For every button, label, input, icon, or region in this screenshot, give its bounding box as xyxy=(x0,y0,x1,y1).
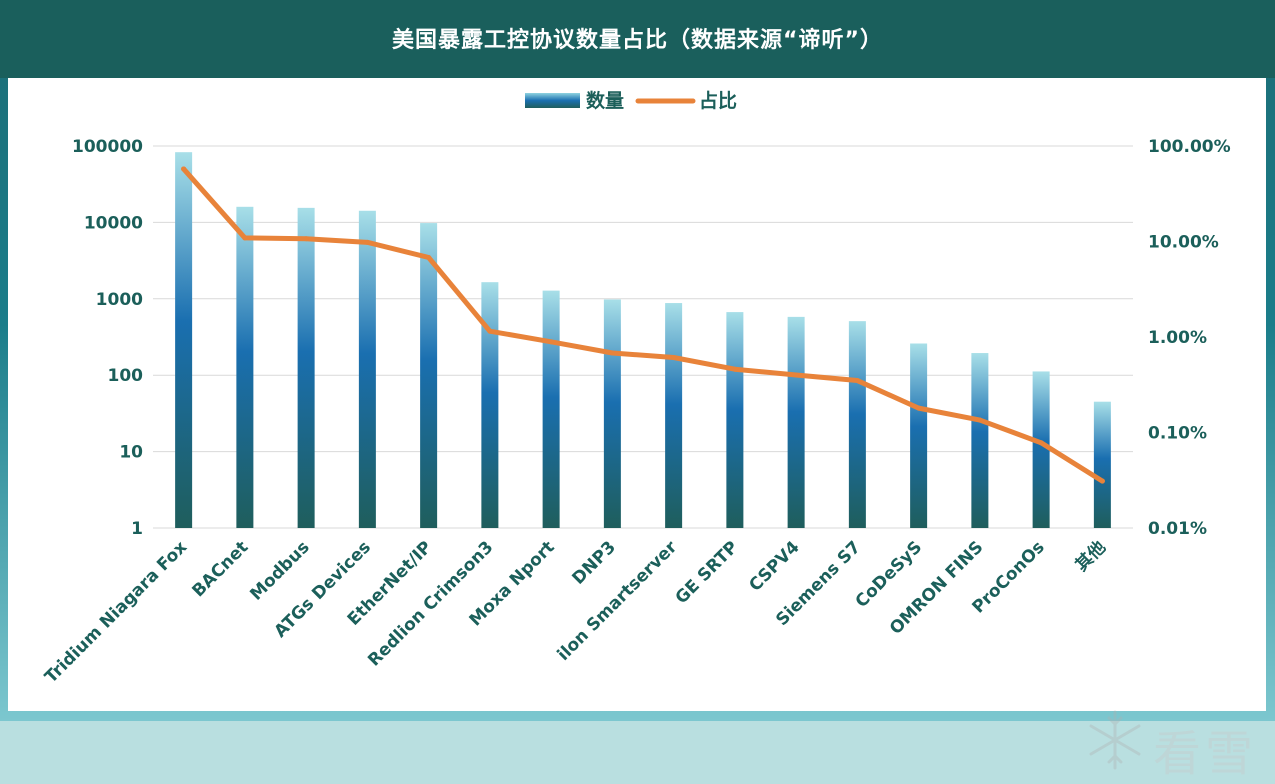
bar xyxy=(358,210,376,528)
bar xyxy=(236,206,254,528)
left-tick-label: 10 xyxy=(119,443,143,463)
bar xyxy=(665,303,683,528)
category-label: GE SRTP xyxy=(672,537,743,608)
axis-layer: 1 10 100 1000 10000 100000 0.01% 0.10% 1.00% 10.0… xyxy=(41,137,1231,687)
right-tick-label: 10.00% xyxy=(1148,233,1219,253)
ratio-point xyxy=(793,372,799,378)
bar xyxy=(971,353,989,528)
bar xyxy=(175,152,193,528)
ratio-point xyxy=(364,239,370,245)
ratio-point xyxy=(548,339,554,345)
bar xyxy=(726,312,744,528)
ratio-line xyxy=(181,166,1105,484)
ratio-point xyxy=(1038,440,1044,446)
category-label: BACnet xyxy=(189,537,253,601)
category-label: 其他 xyxy=(1071,537,1110,576)
chart-svg: 1 10 100 1000 10000 100000 0.01% 0.10% 1.00% 10.0… xyxy=(41,89,1231,687)
right-tick-label: 1.00% xyxy=(1148,328,1207,348)
legend: 数量 占比 xyxy=(525,89,737,112)
ratio-point xyxy=(303,236,309,242)
ratio-point xyxy=(854,378,860,384)
bar xyxy=(603,299,621,528)
line-layer xyxy=(181,166,1105,484)
ratio-point xyxy=(732,366,738,372)
left-tick-label: 100 xyxy=(108,366,144,386)
watermark-text: 看雪 xyxy=(1153,726,1258,782)
category-label: Tridium Niagara Fox xyxy=(41,537,191,687)
legend-label-ratio: 占比 xyxy=(699,89,737,112)
ratio-point xyxy=(671,355,677,361)
left-tick-label: 1 xyxy=(131,519,143,539)
left-tick-label: 10000 xyxy=(84,213,143,233)
right-tick-label: 100.00% xyxy=(1148,137,1231,157)
bar xyxy=(1032,371,1050,528)
chart-panel: 1 10 100 1000 10000 100000 0.01% 0.10% 1.00% 10.0… xyxy=(8,78,1266,782)
category-label: ilon Smartserver xyxy=(554,537,682,665)
legend-label-count: 数量 xyxy=(586,89,624,112)
ratio-point xyxy=(242,235,248,241)
ratio-point xyxy=(609,350,615,356)
ratio-point xyxy=(487,328,493,334)
ratio-point xyxy=(1099,478,1105,484)
left-tick-label: 100000 xyxy=(72,137,143,157)
left-tick-label: 1000 xyxy=(96,290,143,310)
chart-title: 美国暴露工控协议数量占比（数据来源“谛听”） xyxy=(392,28,883,53)
ratio-point xyxy=(916,405,922,411)
title-bar: 美国暴露工控协议数量占比（数据来源“谛听”） xyxy=(0,0,1275,78)
category-label: DNP3 xyxy=(569,537,620,588)
bar xyxy=(848,321,866,528)
bar xyxy=(542,290,560,528)
ratio-point xyxy=(977,417,983,423)
right-tick-label: 0.01% xyxy=(1148,519,1207,539)
legend-swatch-count xyxy=(525,93,580,108)
bar xyxy=(910,343,928,528)
ratio-point xyxy=(181,166,187,172)
grid-layer xyxy=(153,145,1133,529)
bar xyxy=(420,223,438,529)
bar xyxy=(1093,401,1111,528)
ratio-point xyxy=(426,254,432,260)
snowflake-icon xyxy=(1089,710,1141,770)
bar xyxy=(787,316,805,528)
category-label: CSPV4 xyxy=(745,537,803,595)
bar xyxy=(297,207,315,529)
watermark-logo: 看雪 xyxy=(1083,708,1273,782)
right-tick-label: 0.10% xyxy=(1148,424,1207,444)
bar xyxy=(481,282,499,528)
bar-layer xyxy=(175,152,1111,529)
